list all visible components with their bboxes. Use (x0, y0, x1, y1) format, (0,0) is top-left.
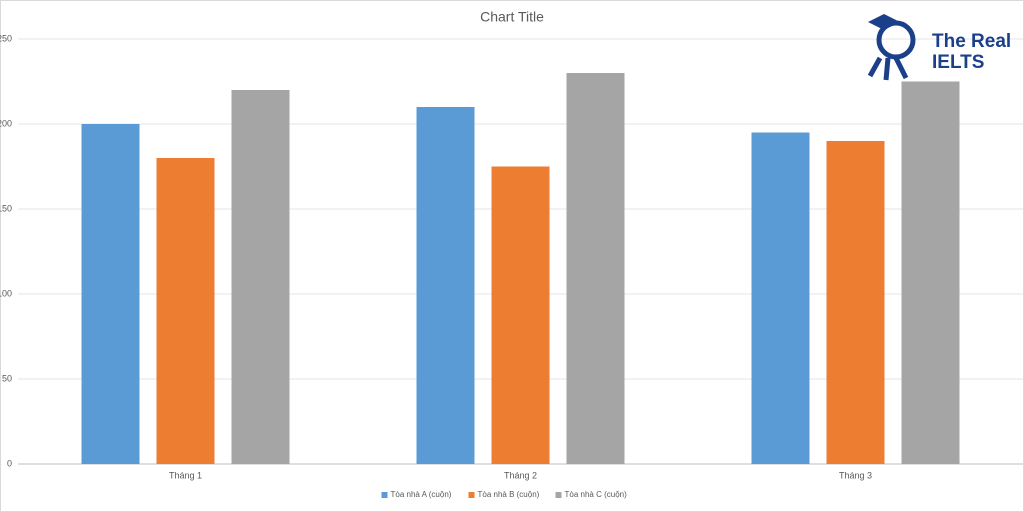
bar (751, 132, 810, 464)
x-tick-label: Tháng 1 (169, 470, 202, 480)
logo-text: The Real (932, 31, 1011, 52)
chart-title: Chart Title (480, 9, 544, 25)
logo-cap (868, 14, 900, 30)
legend-swatch (468, 492, 475, 498)
logo-figure (867, 56, 909, 81)
logo: The Real IELTS (867, 14, 1011, 81)
x-tick-label: Tháng 2 (504, 470, 537, 480)
bar (491, 166, 550, 464)
bar (81, 124, 140, 464)
legend-label: Tòa nhà A (cuộn) (391, 490, 452, 499)
bar (566, 73, 625, 464)
legend-swatch (381, 492, 388, 498)
y-tick-label: 0 (7, 458, 12, 468)
y-tick-label: 250 (0, 33, 12, 43)
logo-text: IELTS (932, 52, 984, 73)
bar (416, 107, 475, 464)
bar (826, 141, 885, 464)
legend-label: Tòa nhà B (cuộn) (478, 490, 540, 499)
bar (231, 90, 290, 464)
y-tick-label: 150 (0, 203, 12, 213)
legend-swatch (555, 492, 562, 498)
y-tick-label: 100 (0, 288, 12, 298)
y-tick-label: 200 (0, 118, 12, 128)
y-tick-label: 50 (2, 373, 12, 383)
x-tick-label: Tháng 3 (839, 470, 872, 480)
bar (156, 158, 215, 464)
legend-label: Tòa nhà C (cuộn) (565, 490, 628, 499)
bar (901, 81, 960, 464)
